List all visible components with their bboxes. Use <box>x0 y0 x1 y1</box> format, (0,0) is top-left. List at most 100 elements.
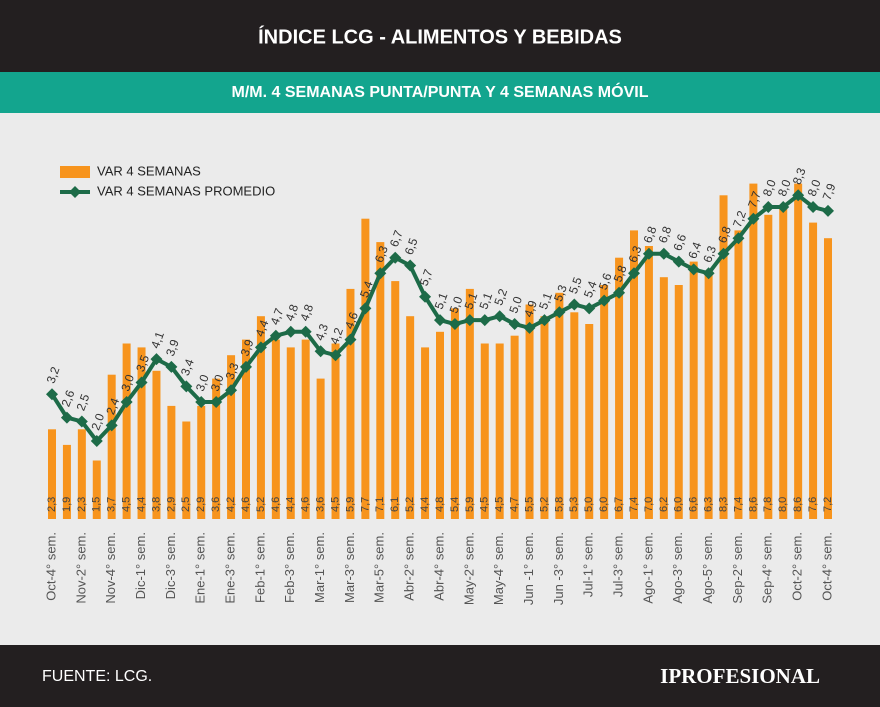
header <box>0 0 880 72</box>
line-value-label: 5,1 <box>432 290 451 311</box>
bar <box>316 378 325 519</box>
bar <box>480 343 489 519</box>
line-value-label: 8,0 <box>760 177 779 198</box>
bar-value-label: 7,2 <box>822 497 834 512</box>
bar <box>77 429 86 519</box>
bar-value-label: 4,4 <box>285 497 297 512</box>
x-tick-label: Ago-5° sem. <box>700 532 715 604</box>
x-tick-label: Feb-1° sem. <box>252 532 267 603</box>
x-tick-label: Dic-3° sem. <box>163 532 178 599</box>
line-marker <box>747 212 760 225</box>
line-value-label: 6,6 <box>670 232 689 253</box>
line-marker <box>359 302 372 315</box>
bar-value-label: 5,2 <box>255 497 267 512</box>
bar-value-label: 7,7 <box>359 497 371 512</box>
line-value-label: 4,6 <box>342 310 361 331</box>
bar-value-label: 4,4 <box>419 497 431 512</box>
line-marker <box>419 290 432 303</box>
bar <box>391 281 400 519</box>
bar-value-label: 6,0 <box>598 497 610 512</box>
line-value-label: 5,1 <box>536 290 555 311</box>
bar-value-label: 5,2 <box>404 497 416 512</box>
bar <box>167 405 176 519</box>
line-marker <box>404 259 417 272</box>
bar-value-label: 4,7 <box>509 497 521 512</box>
line-value-label: 3,2 <box>44 365 63 386</box>
bar-value-label: 5,5 <box>523 497 535 512</box>
line-marker <box>434 314 446 327</box>
x-tick-label: Oct-2° sem. <box>790 532 805 601</box>
x-tick-label: Sep-4° sem. <box>760 532 775 604</box>
bar <box>256 316 265 519</box>
line-value-label: 3,0 <box>118 372 137 393</box>
line-value-label: 7,7 <box>745 189 764 210</box>
x-tick-label: Mar-5° sem. <box>372 532 387 603</box>
line-marker <box>583 302 596 315</box>
bar <box>644 246 653 519</box>
x-tick-label: Jun -3° sem. <box>551 532 566 605</box>
line-value-label: 4,8 <box>282 302 301 323</box>
bar-value-label: 7,4 <box>732 497 744 512</box>
bar <box>824 238 832 519</box>
bar <box>615 257 624 519</box>
line-marker <box>717 247 730 260</box>
line-value-label: 5,1 <box>476 290 495 311</box>
line-marker <box>150 353 163 366</box>
line-marker <box>568 298 581 311</box>
bar <box>555 292 564 519</box>
line-marker <box>538 314 551 327</box>
chart-title: ÍNDICE LCG - ALIMENTOS Y BEBIDAS <box>258 25 622 48</box>
line-marker <box>389 251 402 264</box>
bar-value-label: 2,5 <box>180 497 192 512</box>
bar <box>421 347 430 519</box>
bar-value-label: 4,6 <box>300 497 312 512</box>
bar-value-label: 5,0 <box>583 497 595 512</box>
bar-value-label: 3,8 <box>150 497 162 512</box>
subtitle-band <box>0 72 880 113</box>
x-tick-label: Jun -1° sem. <box>521 532 536 605</box>
bar <box>182 421 191 519</box>
bar <box>689 261 698 519</box>
line-value-label: 4,2 <box>327 326 346 347</box>
bar <box>719 195 728 520</box>
line-marker <box>702 267 715 280</box>
bar <box>585 324 594 519</box>
bar-value-label: 7,1 <box>374 497 386 512</box>
legend-swatch <box>60 166 90 178</box>
x-tick-label: Dic-1° sem. <box>133 532 148 599</box>
bar <box>465 288 474 519</box>
bar <box>570 312 579 519</box>
line-value-label: 7,2 <box>730 209 749 230</box>
bar <box>122 343 131 519</box>
line-value-label: 6,8 <box>715 224 734 245</box>
line-value-label: 3,9 <box>238 337 257 358</box>
bar-value-label: 7,6 <box>807 497 819 512</box>
line-value-label: 4,9 <box>521 298 540 319</box>
line-marker <box>687 263 700 276</box>
x-tick-label: Oct-4° sem. <box>819 532 834 601</box>
line-value-label: 7,9 <box>820 181 839 202</box>
bar-value-label: 2,9 <box>165 497 177 512</box>
bar <box>779 207 788 519</box>
line-value-label: 5,6 <box>596 271 615 292</box>
line-marker <box>299 325 312 338</box>
x-tick-label: Jul-1° sem. <box>581 532 596 597</box>
bar-value-label: 6,7 <box>613 497 625 512</box>
bar-value-label: 3,6 <box>210 497 222 512</box>
line-marker <box>777 201 790 213</box>
line-value-label: 4,8 <box>297 302 316 323</box>
line-value-label: 5,5 <box>566 275 585 296</box>
line-marker <box>598 294 611 307</box>
bar-value-label: 2,3 <box>76 497 88 512</box>
bar-value-label: 2,3 <box>46 497 58 512</box>
x-tick-label: Feb-3° sem. <box>282 532 297 603</box>
line-value-label: 5,7 <box>417 267 436 288</box>
line-value-label: 5,2 <box>491 287 510 308</box>
bar-value-label: 3,7 <box>106 497 118 512</box>
chart-subtitle: M/M. 4 SEMANAS PUNTA/PUNTA Y 4 SEMANAS M… <box>232 82 649 101</box>
x-tick-label: Mar-1° sem. <box>312 532 327 603</box>
bar-value-label: 4,5 <box>479 497 491 512</box>
line-marker <box>613 286 626 299</box>
bar <box>242 339 250 519</box>
